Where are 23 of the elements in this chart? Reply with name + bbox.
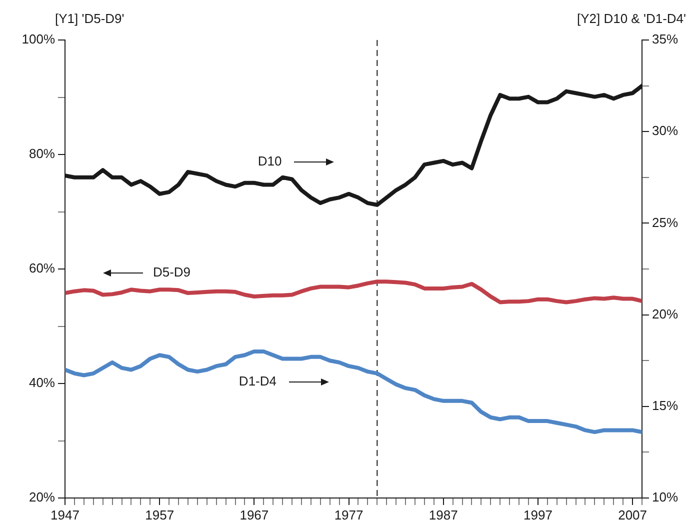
y-tick-label: 20% bbox=[28, 490, 56, 505]
y2-tick-label: 25% bbox=[652, 214, 678, 230]
y2-axis-title: [Y2] D10 & 'D1-D4' bbox=[576, 11, 686, 26]
y2-tick-label: 15% bbox=[652, 398, 678, 413]
y-tick-label: 100% bbox=[22, 32, 56, 47]
x-tick-label: 2007 bbox=[618, 507, 647, 522]
y-tick-label: 60% bbox=[28, 260, 56, 276]
x-tick-label: 1957 bbox=[145, 507, 174, 522]
y-tick-label: 80% bbox=[28, 146, 56, 162]
x-tick-label: 1987 bbox=[428, 507, 458, 522]
y2-tick-label: 10% bbox=[652, 490, 678, 505]
y2-tick-label: 30% bbox=[652, 123, 678, 138]
y-axis-title: [Y1] 'D5-D9' bbox=[55, 11, 124, 26]
x-tick-label: 1997 bbox=[523, 507, 552, 522]
annotation: D5-D9 bbox=[152, 264, 191, 280]
y2-tick-label: 20% bbox=[652, 306, 678, 322]
x-tick-label: 1967 bbox=[240, 507, 269, 522]
y2-tick-label: 35% bbox=[652, 32, 678, 47]
x-tick-label: 1947 bbox=[50, 507, 80, 522]
y-tick-label: 40% bbox=[28, 375, 56, 390]
x-tick-label: 1977 bbox=[334, 507, 364, 522]
annotation: D10 bbox=[258, 153, 282, 168]
annotation: D1-D4 bbox=[238, 374, 277, 389]
